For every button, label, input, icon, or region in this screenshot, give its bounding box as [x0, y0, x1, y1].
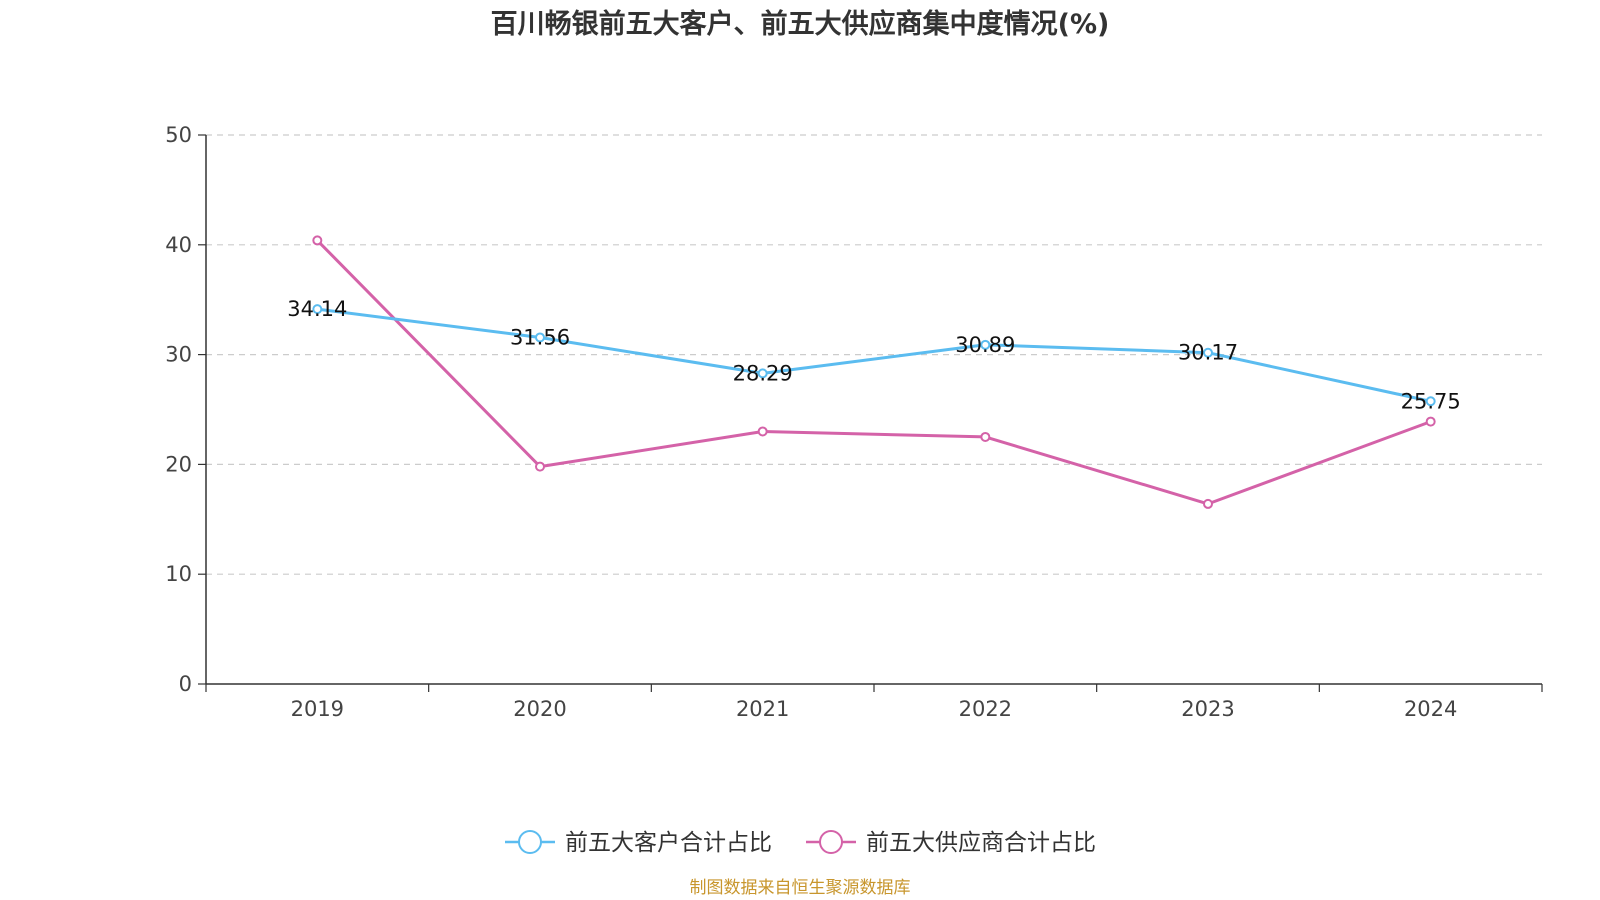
y-tick-label-20: 20	[165, 452, 192, 476]
data-label-0-1: 31.56	[510, 325, 570, 349]
y-tick-label-40: 40	[165, 233, 192, 257]
legend-label-0: 前五大客户合计占比	[565, 830, 772, 856]
legend-item-0[interactable]: 前五大客户合计占比	[505, 830, 772, 856]
x-tick-label-2022: 2022	[959, 697, 1012, 721]
legend-item-1[interactable]: 前五大供应商合计占比	[806, 830, 1096, 856]
data-point-0-2	[757, 368, 768, 379]
legend[interactable]: 前五大客户合计占比 前五大供应商合计占比	[505, 830, 1096, 856]
data-label-0-3: 30.89	[955, 333, 1015, 357]
series-line-0	[315, 307, 1433, 403]
y-tick-label-50: 50	[165, 123, 192, 147]
data-point-0-3	[980, 339, 991, 350]
data-point-0-4	[1203, 347, 1213, 358]
legend-marker-0	[518, 830, 542, 854]
data-label-0-2: 28.29	[733, 361, 793, 385]
data-point-0-0	[312, 304, 323, 315]
x-tick-label-2019: 2019	[291, 697, 344, 721]
legend-marker-1	[819, 830, 843, 854]
data-point-1-2	[757, 426, 768, 437]
data-point-0-5	[1425, 396, 1436, 407]
data-point-1-5	[1425, 416, 1436, 427]
data-point-0-1	[535, 332, 545, 343]
y-tick-label-0: 0	[179, 672, 192, 696]
series-lines	[312, 235, 1436, 509]
data-point-1-1	[535, 461, 545, 472]
data-point-1-0	[312, 235, 323, 246]
data-point-1-3	[980, 431, 991, 442]
x-tick-label-2024: 2024	[1404, 697, 1457, 721]
x-tick-label-2021: 2021	[736, 697, 789, 721]
data-labels: 34.14 31.56 28.29 30.89 30.17 25.75	[287, 297, 1460, 413]
series-line-1	[315, 238, 1433, 506]
data-label-0-5: 25.75	[1401, 389, 1461, 413]
legend-label-1: 前五大供应商合计占比	[866, 830, 1096, 856]
chart-title: 百川畅银前五大客户、前五大供应商集中度情况(%)	[491, 8, 1110, 40]
x-tick-label-2023: 2023	[1181, 697, 1234, 721]
grid-lines	[206, 134, 1542, 575]
y-tick-label-10: 10	[165, 562, 192, 586]
data-point-1-4	[1203, 498, 1213, 509]
x-tick-label-2020: 2020	[513, 697, 566, 721]
data-label-0-4: 30.17	[1178, 341, 1238, 365]
data-label-0-0: 34.14	[287, 297, 347, 321]
axes: 0 10 20 30 40 50 2019 2020 2021 2022 2023 2024	[165, 123, 1543, 721]
source-note: 制图数据来自恒生聚源数据库	[690, 878, 911, 898]
y-tick-label-30: 30	[165, 343, 192, 367]
